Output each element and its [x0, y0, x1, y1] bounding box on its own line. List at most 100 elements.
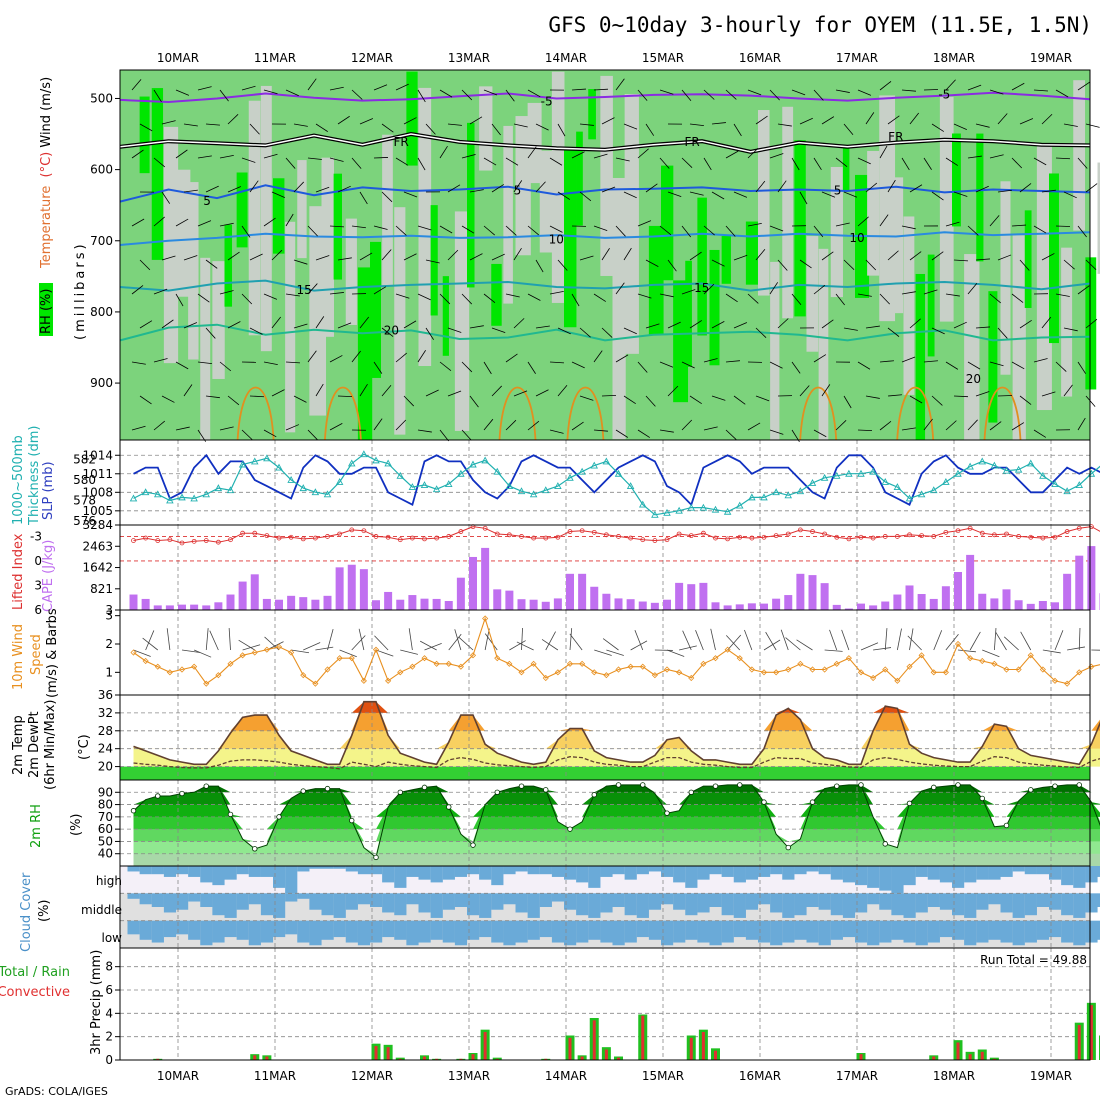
temp-tick-label: 32 — [98, 706, 113, 720]
wind-barb — [755, 327, 767, 339]
precip-tick-label: 6 — [105, 983, 113, 997]
bottom-date-label: 18MAR — [933, 1069, 975, 1083]
wind-speed-point — [142, 657, 149, 665]
wind-barb — [637, 361, 648, 373]
wind-speed-point — [494, 655, 501, 662]
precip-convective-bar — [386, 1047, 390, 1060]
wind-barb — [131, 285, 144, 295]
cloud-cell-middle — [927, 893, 940, 907]
cloud-cell-low — [1012, 920, 1025, 946]
cape-bar — [1075, 555, 1084, 610]
thickness-point — [808, 479, 817, 486]
li-point — [858, 534, 864, 540]
rh-point — [1028, 787, 1034, 793]
cape-bar — [275, 599, 283, 610]
thickness-point — [784, 491, 793, 499]
cape-bar — [190, 604, 199, 610]
wind-speed-point — [809, 666, 816, 673]
cape-bar — [929, 598, 938, 610]
wind-barb — [439, 293, 451, 305]
wind-barb — [527, 361, 536, 374]
wind-barb — [205, 123, 220, 126]
wind-barb — [505, 157, 519, 166]
rh-cell-moist — [273, 178, 285, 254]
wind-speed-point — [845, 655, 852, 662]
rh-cell-moist — [745, 221, 758, 285]
wind-barb — [703, 426, 718, 431]
rh-point — [567, 826, 573, 832]
thickness-point — [978, 457, 987, 465]
thickness-point — [190, 494, 198, 502]
label-p2-l1: 1000~500mb — [11, 435, 26, 525]
wind-barb — [483, 89, 498, 96]
cloud-cell-middle — [867, 893, 880, 905]
wind-barb — [645, 183, 658, 193]
li-point — [519, 534, 524, 539]
thickness-point — [893, 483, 902, 491]
li-point — [991, 532, 997, 538]
cloud-cell-middle — [830, 893, 843, 916]
cloud-cell-middle — [406, 893, 419, 905]
li-point — [143, 535, 149, 541]
rh-tick-label: 70 — [98, 810, 113, 824]
wind-barb — [747, 422, 761, 431]
temp-tick-label: 36 — [98, 688, 113, 702]
wind-barb — [725, 360, 740, 363]
cloud-cell-middle — [163, 893, 177, 913]
wind-barb — [901, 157, 910, 171]
surface-wind-barb — [896, 628, 902, 651]
rh-point — [834, 783, 840, 789]
wind-barb — [637, 89, 648, 101]
li-point — [870, 535, 876, 541]
wind-barb — [623, 247, 632, 261]
cloud-cell-low — [321, 920, 334, 940]
surface-wind-barb — [606, 649, 624, 656]
temp-base-band — [120, 766, 1090, 780]
li-point — [167, 537, 173, 543]
rh-cell-moist — [661, 165, 674, 281]
wind-barb — [579, 255, 594, 261]
wind-barb — [887, 327, 900, 337]
rh-cell-dry — [903, 216, 915, 395]
temp-band-32 — [133, 701, 1100, 713]
cloud-cell-middle — [879, 893, 892, 910]
cloud-cell-high — [1024, 866, 1037, 875]
thickness-point — [541, 486, 550, 494]
wind-barb — [139, 123, 153, 132]
wind-barb — [725, 225, 736, 237]
surface-wind-barb — [945, 634, 959, 651]
wind-speed-point — [178, 666, 186, 673]
cape-bar — [141, 598, 150, 610]
surface-wind-barb — [419, 640, 437, 651]
cloud-cell-low — [588, 920, 601, 940]
wind-barb — [359, 383, 368, 397]
rh-cell-moist — [794, 140, 806, 317]
cloud-cell-high — [721, 866, 734, 877]
wind-speed-point — [191, 663, 198, 670]
rh-cell-moist — [952, 133, 961, 227]
thickness-point — [1002, 466, 1011, 474]
wind-barb — [623, 395, 636, 404]
cape-bar — [893, 594, 902, 610]
thickness-point — [760, 493, 768, 501]
wind-barb — [131, 361, 146, 365]
cloud-cell-low — [1097, 920, 1100, 940]
wind-barb — [931, 327, 945, 335]
wind-barb — [571, 361, 585, 369]
cloud-cell-high — [163, 866, 177, 877]
wind-barb — [681, 361, 695, 369]
wind-barb — [799, 259, 812, 269]
cloud-cell-middle — [1024, 893, 1037, 916]
wind-barb — [351, 157, 362, 169]
wind-speed-point — [663, 666, 671, 673]
cloud-cell-high — [285, 866, 298, 894]
rh-point — [640, 782, 646, 788]
cloud-cell-middle — [479, 893, 492, 918]
wind-tick-label: 2 — [105, 637, 113, 651]
wind-barb — [689, 191, 704, 196]
rh-point — [979, 795, 985, 802]
precip-convective-bar — [992, 1058, 996, 1060]
precip-convective-bar — [398, 1058, 402, 1060]
cloud-cell-middle — [224, 893, 237, 918]
chart-title: GFS 0~10day 3-hourly for OYEM (11.5E, 1.… — [548, 13, 1092, 37]
